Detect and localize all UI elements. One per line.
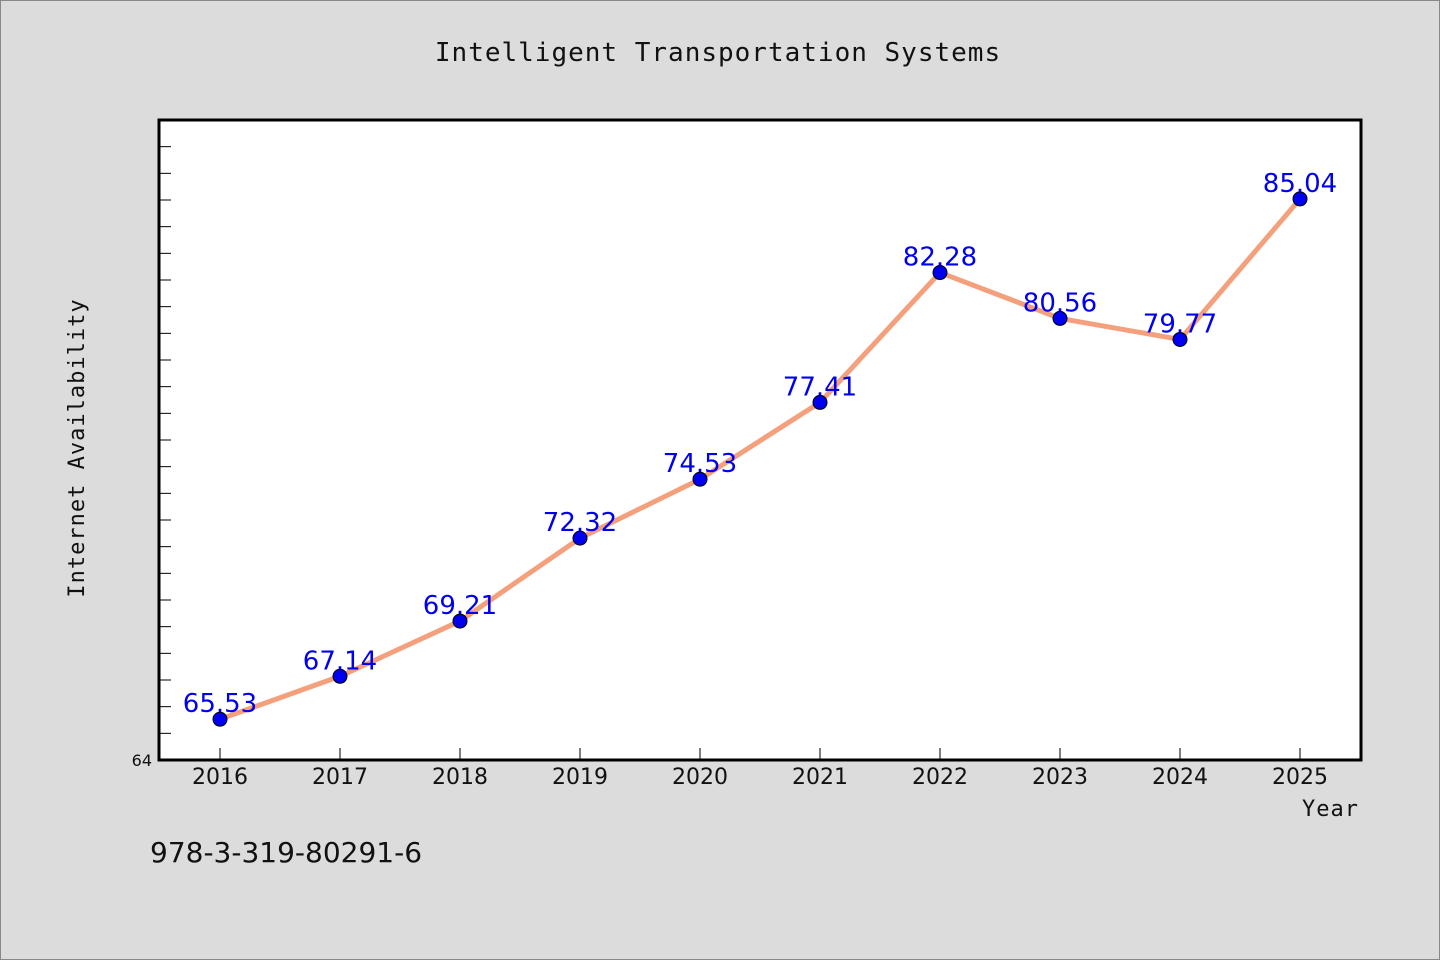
x-axis-tick-labels: 2016 2017 2018 2019 2020 2021 2022 2023 2024 2025 bbox=[192, 765, 1328, 790]
data-label: 67.14 bbox=[303, 646, 377, 676]
data-label: 74.53 bbox=[663, 449, 737, 479]
data-label: 79.77 bbox=[1143, 309, 1217, 339]
x-axis-label: Year bbox=[1302, 797, 1359, 822]
x-tick-label: 2025 bbox=[1272, 765, 1328, 790]
data-label: 82.28 bbox=[903, 243, 977, 273]
data-label: 65.53 bbox=[183, 689, 257, 719]
x-axis-ticks bbox=[219, 748, 1301, 761]
x-tick-label: 2022 bbox=[912, 765, 968, 790]
data-label: 72.32 bbox=[543, 508, 617, 538]
x-tick-label: 2023 bbox=[1032, 765, 1088, 790]
x-tick-label: 2016 bbox=[192, 765, 248, 790]
data-point bbox=[812, 394, 828, 410]
series-markers bbox=[212, 191, 1308, 727]
data-point bbox=[452, 613, 468, 629]
y-axis-ticks bbox=[158, 146, 171, 761]
series-line bbox=[217, 196, 1303, 722]
y-axis-min-label: 64 bbox=[132, 751, 152, 770]
data-point bbox=[212, 711, 228, 727]
data-point bbox=[1052, 310, 1068, 326]
data-point bbox=[572, 530, 588, 546]
data-label: 69.21 bbox=[423, 591, 497, 621]
x-tick-label: 2017 bbox=[312, 765, 368, 790]
data-point bbox=[932, 265, 948, 281]
data-point bbox=[332, 668, 348, 684]
data-point bbox=[1292, 191, 1308, 207]
x-tick-label: 2018 bbox=[432, 765, 488, 790]
data-label: 77.41 bbox=[783, 372, 857, 402]
data-point bbox=[692, 471, 708, 487]
x-tick-label: 2019 bbox=[552, 765, 608, 790]
data-label: 85.04 bbox=[1263, 169, 1337, 199]
x-tick-label: 2024 bbox=[1152, 765, 1208, 790]
data-label: 80.56 bbox=[1023, 288, 1097, 318]
series-line-group bbox=[217, 196, 1303, 722]
chart-title: Intelligent Transportation Systems bbox=[435, 38, 1001, 68]
x-tick-label: 2021 bbox=[792, 765, 848, 790]
data-point bbox=[1172, 331, 1188, 347]
series-data-labels: 65.53 67.14 69.21 72.32 74.53 77.41 82.28 80.56… bbox=[183, 169, 1337, 719]
footer-code: 978-3-319-80291-6 bbox=[150, 836, 422, 869]
y-axis-label: Internet Availability bbox=[65, 298, 90, 597]
x-tick-label: 2020 bbox=[672, 765, 728, 790]
